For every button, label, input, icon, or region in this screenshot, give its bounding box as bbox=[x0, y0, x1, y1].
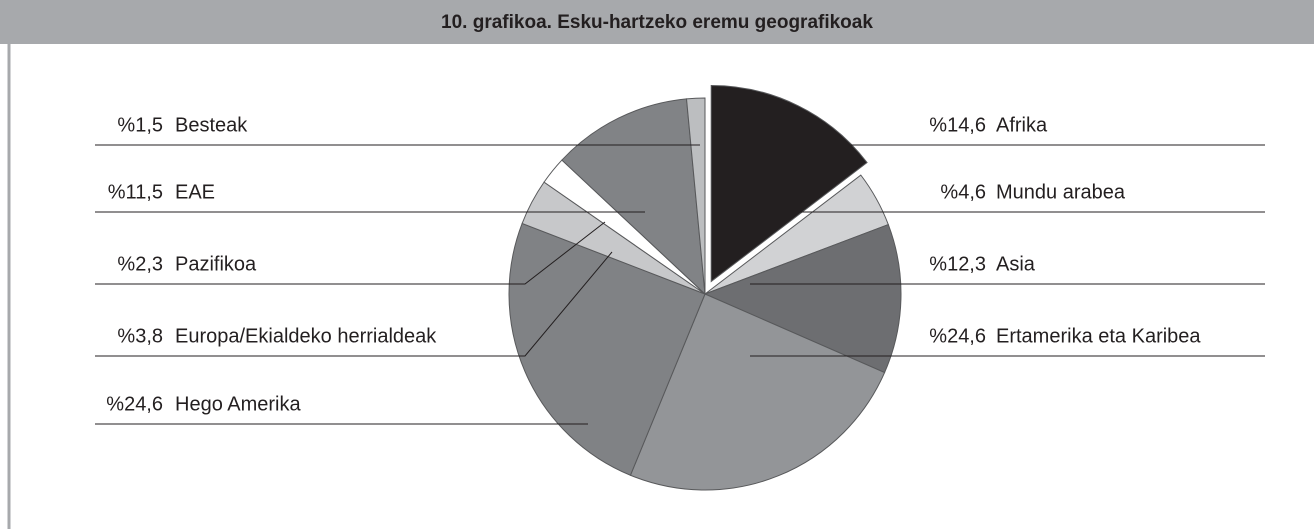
title-bar bbox=[0, 0, 1314, 44]
category-label: Afrika bbox=[996, 114, 1048, 136]
pie-slice bbox=[703, 223, 902, 374]
category-label: Asia bbox=[996, 253, 1036, 275]
value-label: %2,3 bbox=[117, 253, 163, 275]
pie-slice bbox=[685, 97, 706, 295]
pie-slice bbox=[561, 98, 706, 296]
category-label: Mundu arabea bbox=[996, 181, 1126, 203]
value-label: %24,6 bbox=[929, 325, 986, 347]
value-label: %4,6 bbox=[940, 181, 986, 203]
leader-line bbox=[95, 251, 613, 357]
chart-title: 10. grafikoa. Esku-hartzeko eremu geogra… bbox=[441, 12, 873, 33]
pie-slice bbox=[710, 84, 868, 283]
labels: %14,6 Afrika %4,6 Mundu arabea %12,3 Asia %24,… bbox=[95, 114, 1265, 425]
pie bbox=[508, 84, 902, 491]
category-label: Hego Amerika bbox=[175, 393, 301, 415]
pie-slice bbox=[508, 222, 706, 476]
category-label: Besteak bbox=[175, 114, 248, 136]
leader-line bbox=[95, 221, 606, 285]
category-label: Europa/Ekialdeko herrialdeak bbox=[175, 325, 437, 347]
value-label: %12,3 bbox=[929, 253, 986, 275]
value-label: %24,6 bbox=[106, 393, 163, 415]
value-label: %14,6 bbox=[929, 114, 986, 136]
value-label: %1,5 bbox=[117, 114, 163, 136]
value-label: %3,8 bbox=[117, 325, 163, 347]
pie-slice bbox=[629, 293, 886, 491]
category-label: Pazifikoa bbox=[175, 253, 257, 275]
category-label: EAE bbox=[175, 181, 215, 203]
value-label: %11,5 bbox=[108, 181, 163, 203]
category-label: Ertamerika eta Karibea bbox=[996, 325, 1201, 347]
